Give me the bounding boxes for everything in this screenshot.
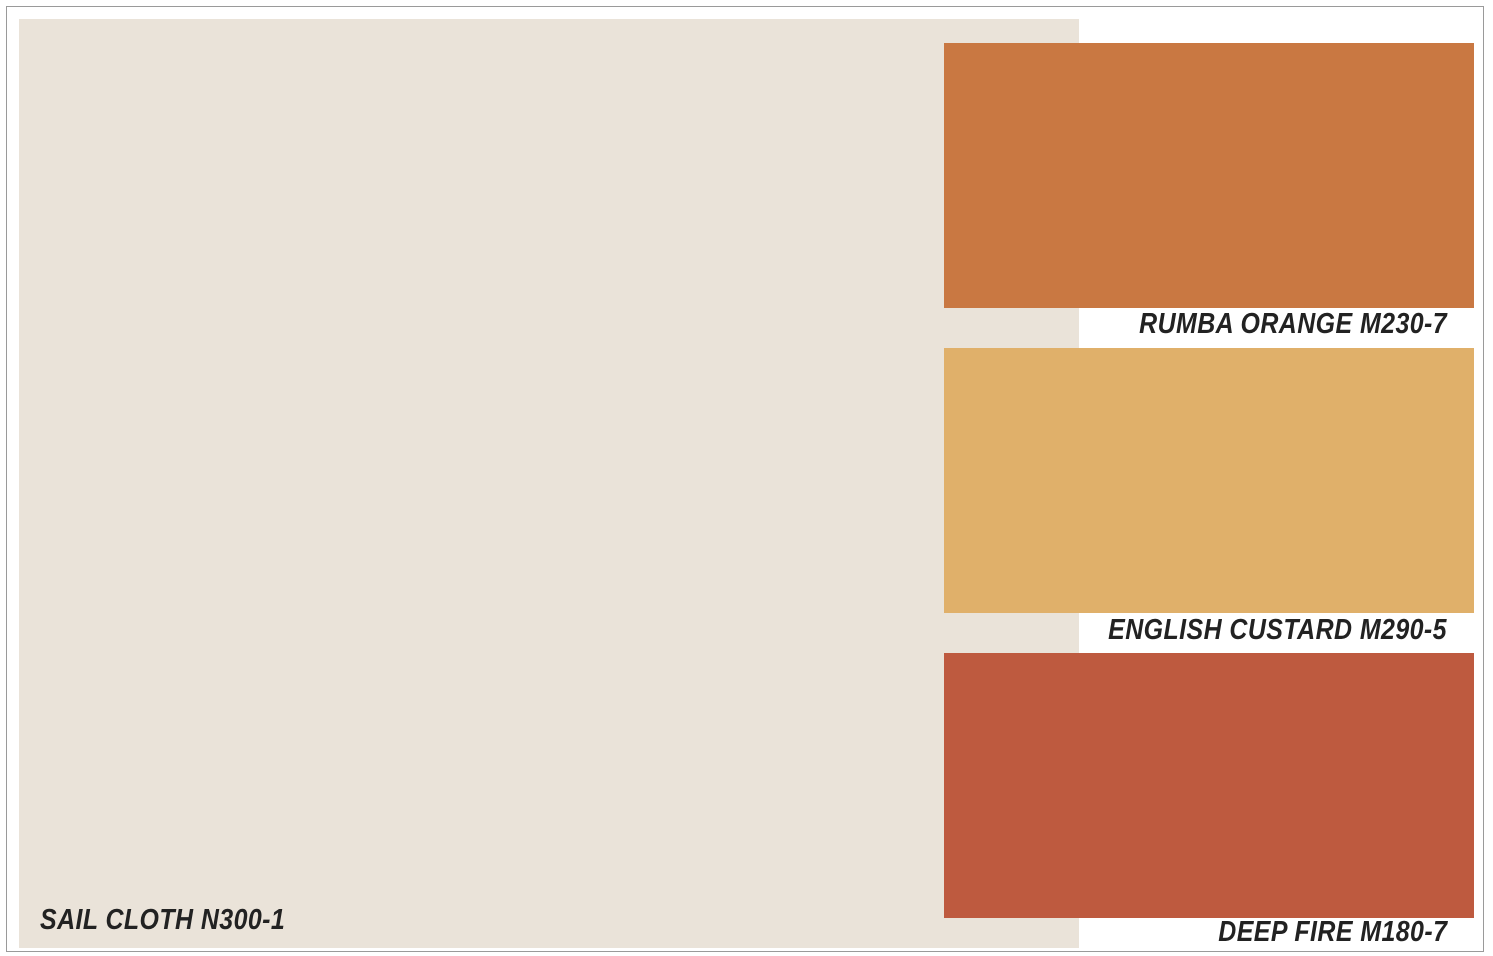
sail-cloth-label: SAIL CLOTH N300-1 (40, 904, 286, 936)
deep-fire-swatch (944, 653, 1474, 918)
english-custard-swatch (944, 348, 1474, 613)
deep-fire-label: DEEP FIRE M180-7 (1217, 916, 1447, 948)
rumba-orange-label: RUMBA ORANGE M230-7 (1139, 308, 1447, 340)
sail-cloth-swatch (19, 19, 1079, 948)
english-custard-label: ENGLISH CUSTARD M290-5 (1108, 614, 1447, 646)
rumba-orange-swatch (944, 43, 1474, 308)
